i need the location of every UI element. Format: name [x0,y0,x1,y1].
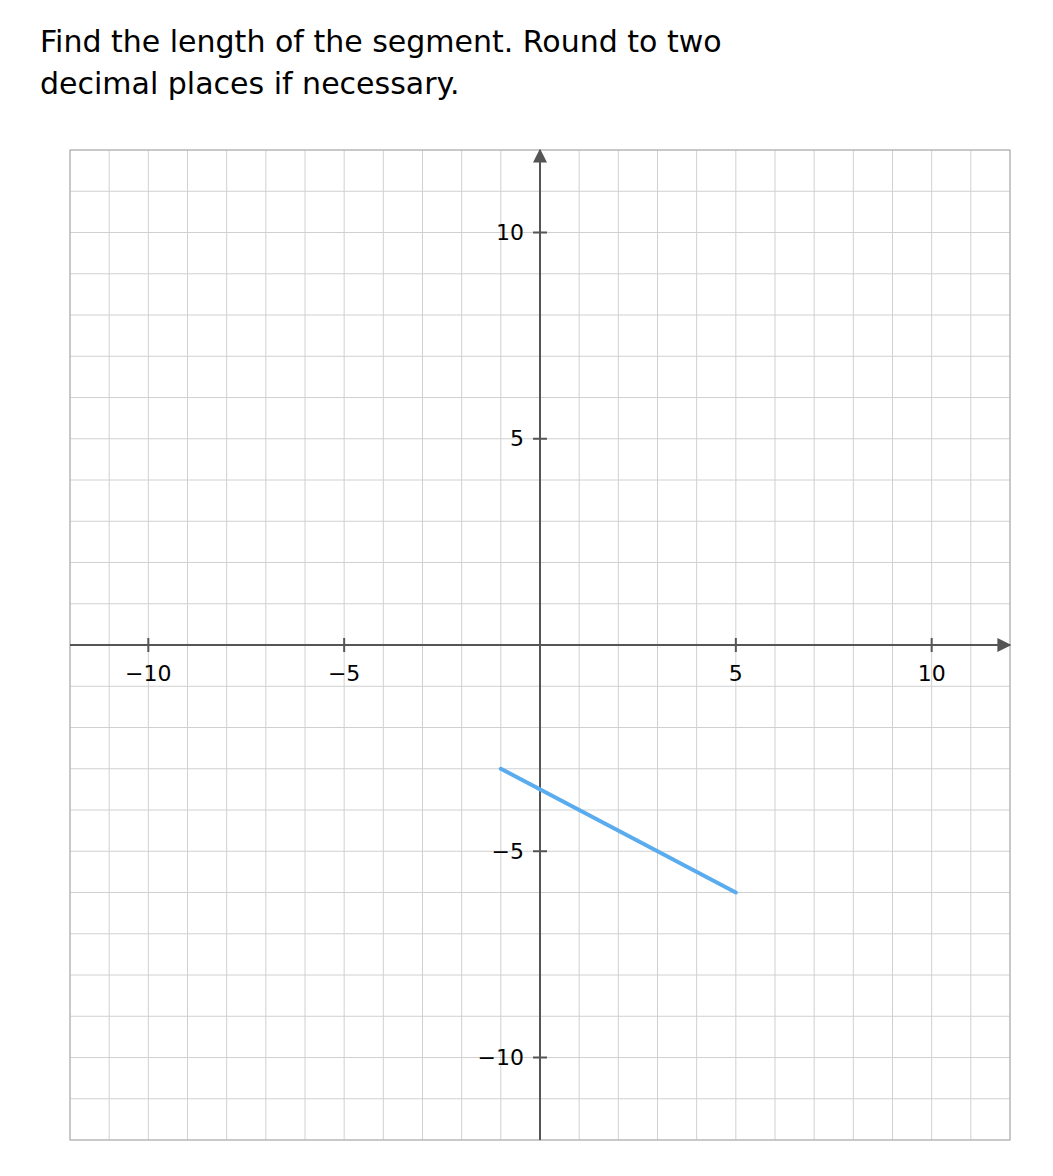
x-tick [147,638,149,652]
y-tick [533,438,547,440]
x-tick-label: −5 [328,661,360,686]
segment [501,769,736,893]
y-tick-label: 5 [510,426,524,451]
x-tick-label: 5 [729,661,743,686]
grid-line [70,1057,1010,1058]
grid-line [70,232,1010,233]
title: Find the length of the segment. Round to… [40,24,722,59]
ticks: −10 −5 5 10 −10 −5 5 10 [125,220,946,1070]
grid-line [540,150,541,1140]
y-tick-label: 10 [496,220,524,245]
y-tick [533,232,547,234]
grid-line [70,438,1010,439]
y-tick [533,850,547,852]
x-tick [343,638,345,652]
grid [70,150,1010,1140]
y-tick-label: −5 [492,839,524,864]
y-axis [539,150,541,1140]
grid-line [344,150,345,1140]
x-tick [931,638,933,652]
grid-line [148,150,149,1140]
y-tick-label: −10 [478,1045,524,1070]
x-tick-label: 10 [918,661,946,686]
grid-line [931,150,932,1140]
chart-container: Find the length of the segment. Round to… [0,0,1053,1176]
y-tick [533,1057,547,1059]
title-line-2: decimal places if necessary. [40,66,460,101]
grid-line [70,851,1010,852]
chart-svg: Find the length of the segment. Round to… [0,0,1053,1176]
x-tick-label: −10 [125,661,171,686]
data-group [501,769,736,893]
plot-frame [70,150,1010,1140]
x-tick [735,638,737,652]
grid-line [735,150,736,1140]
